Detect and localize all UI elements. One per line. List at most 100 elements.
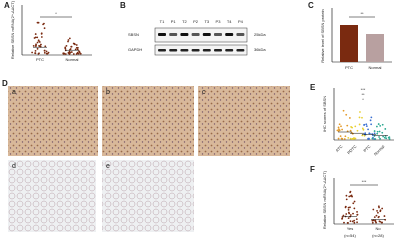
panel-c: C Relative level of SBSN protein PTC Nor…	[308, 1, 392, 70]
dot	[348, 195, 351, 198]
dot	[344, 205, 347, 208]
dot	[371, 137, 374, 140]
dot	[353, 200, 356, 203]
dot	[358, 116, 361, 119]
dot	[373, 132, 376, 135]
dot	[351, 195, 353, 198]
dot	[375, 221, 377, 224]
dot	[67, 52, 70, 54]
dot	[76, 46, 79, 49]
dot	[353, 137, 355, 140]
dot	[373, 216, 376, 219]
dot	[38, 41, 41, 43]
dot	[368, 132, 371, 135]
dot	[64, 47, 67, 50]
dot	[32, 45, 35, 47]
dot	[370, 116, 373, 119]
dot	[356, 213, 359, 216]
dot	[347, 136, 350, 139]
axis-label: Relative SBSN mRNA(2^-ΔΔCT)	[10, 0, 15, 59]
group-label: PDTC	[346, 144, 357, 155]
band-label: GAPDH	[128, 47, 142, 52]
dot	[349, 191, 352, 194]
dot	[374, 219, 377, 222]
dot	[339, 135, 342, 138]
dot	[341, 216, 344, 218]
dot	[376, 209, 378, 212]
dot	[361, 116, 363, 119]
group-label: Normal	[373, 144, 386, 157]
dot	[336, 129, 339, 132]
dot	[38, 44, 40, 47]
panel-f: F Relative SBSN mRNA(2^-ΔΔCT) Yes No (n=…	[310, 165, 394, 238]
dot	[68, 37, 71, 40]
dot	[37, 52, 40, 55]
dot	[368, 138, 370, 140]
dot	[37, 21, 40, 24]
dot	[356, 211, 358, 213]
dot	[362, 128, 365, 131]
dot	[385, 137, 388, 140]
dot	[353, 219, 356, 222]
axis-label: Relative level of SBSN protein	[320, 9, 325, 63]
dot	[377, 211, 379, 214]
group-label: PTC	[362, 144, 371, 153]
dot	[378, 136, 380, 138]
band	[225, 33, 234, 36]
panel-letter: F	[310, 165, 315, 174]
band	[214, 33, 222, 36]
dot	[365, 123, 368, 126]
band	[214, 49, 222, 52]
dot	[371, 221, 374, 224]
dot	[64, 53, 67, 55]
dot	[376, 130, 379, 133]
dot	[40, 32, 43, 35]
dot	[338, 123, 341, 126]
dot	[40, 36, 43, 38]
dot	[36, 41, 39, 44]
dot	[342, 214, 345, 217]
dot	[375, 214, 378, 217]
size-label: 36kDa	[254, 47, 266, 52]
dot	[379, 137, 381, 140]
lane-label: T2	[182, 19, 187, 24]
dot	[381, 207, 384, 210]
band	[191, 49, 200, 52]
dot	[372, 208, 375, 211]
dot	[347, 208, 350, 211]
dot	[337, 137, 340, 140]
dot	[67, 39, 70, 41]
dot	[348, 117, 351, 119]
dot	[354, 125, 357, 128]
panel-e: E IHC scores of SBSN ATC PDTC PTC Normal…	[310, 83, 394, 157]
dot	[379, 209, 382, 212]
dot	[376, 132, 379, 135]
dot	[379, 124, 382, 127]
dot	[347, 206, 350, 209]
image-label: b	[106, 89, 110, 96]
dot	[46, 52, 49, 55]
band-label: SBSN	[128, 32, 139, 37]
dot	[75, 53, 78, 55]
dot	[34, 36, 37, 39]
dot	[340, 137, 343, 140]
dot	[43, 51, 46, 54]
axis-label: IHC scores of SBSN	[322, 96, 327, 132]
image-label: d	[12, 163, 16, 170]
dot	[378, 220, 381, 223]
dot	[361, 127, 364, 130]
dot	[349, 195, 352, 197]
dot	[377, 205, 380, 208]
dot	[358, 123, 361, 126]
significance: *	[55, 11, 57, 16]
dot	[370, 123, 373, 126]
panel-letter: C	[308, 1, 314, 10]
band	[191, 33, 200, 36]
panel-letter: A	[4, 1, 10, 10]
dot	[76, 51, 79, 54]
dot	[75, 44, 78, 46]
dot	[345, 213, 348, 215]
dot	[388, 138, 391, 140]
dot	[356, 129, 359, 132]
